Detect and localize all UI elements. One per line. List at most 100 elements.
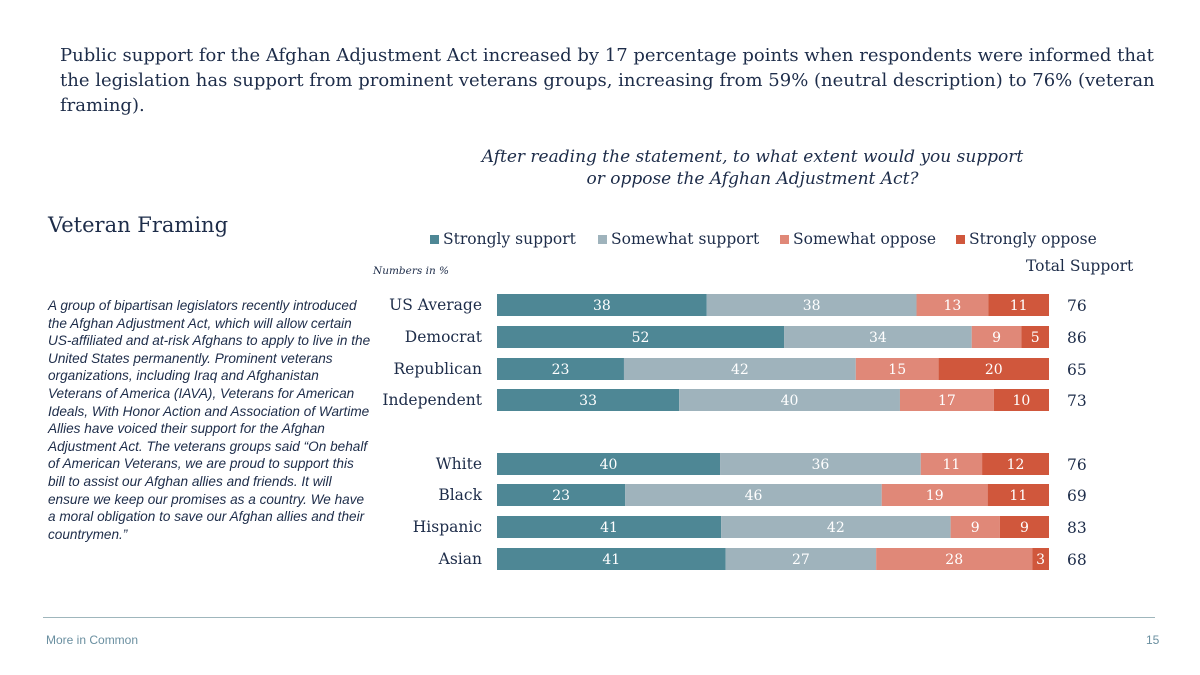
legend-label-strongly-support: Strongly support: [443, 230, 576, 248]
bar-white-strongly-oppose: [982, 453, 1049, 475]
bar-label-democrat-somewhat-oppose: 9: [992, 330, 1001, 346]
bar-hispanic-somewhat-oppose: [950, 516, 1000, 538]
bar-white-strongly-support: [497, 453, 721, 475]
bar-democrat-strongly-support: [497, 326, 785, 348]
bar-us-average-strongly-support: [497, 294, 707, 316]
numbers-note: Numbers in %: [373, 265, 450, 277]
footer-divider: [43, 617, 1155, 618]
legend-swatch-somewhat-support: [598, 234, 607, 244]
bar-white-somewhat-support: [720, 453, 921, 475]
bar-label-hispanic-somewhat-support: 42: [827, 520, 845, 536]
bar-label-black-strongly-support: 23: [552, 488, 570, 504]
category-label-democrat: Democrat: [405, 328, 483, 346]
total-support-white: 76: [1067, 456, 1087, 474]
chart-title: After reading the statement, to what ext…: [481, 147, 1024, 189]
total-support-independent: 73: [1067, 392, 1087, 410]
legend-item-strongly-support: Strongly support: [430, 229, 598, 249]
category-label-independent: Independent: [382, 391, 482, 409]
total-support-democrat: 86: [1067, 329, 1087, 347]
bar-label-us-average-strongly-oppose: 11: [1010, 298, 1028, 314]
category-label-us-average: US Average: [389, 296, 482, 314]
total-support-heading: Total Support: [1026, 257, 1134, 275]
bar-republican-somewhat-support: [623, 358, 856, 380]
bar-label-democrat-strongly-oppose: 5: [1031, 330, 1040, 346]
bar-label-asian-strongly-oppose: 3: [1036, 552, 1045, 568]
category-label-white: White: [436, 455, 482, 473]
bar-label-us-average-somewhat-oppose: 13: [943, 298, 961, 314]
bar-label-independent-somewhat-support: 40: [781, 393, 799, 409]
legend-swatch-somewhat-oppose: [780, 234, 789, 244]
bar-republican-strongly-support: [497, 358, 624, 380]
bar-label-white-strongly-support: 40: [600, 457, 618, 473]
bar-black-strongly-oppose: [987, 484, 1049, 506]
bar-us-average-somewhat-oppose: [916, 294, 989, 316]
bar-label-hispanic-somewhat-oppose: 9: [971, 520, 980, 536]
total-support-hispanic: 83: [1067, 519, 1087, 537]
category-label-hispanic: Hispanic: [413, 518, 482, 536]
bar-independent-somewhat-support: [679, 389, 900, 411]
bar-label-independent-somewhat-oppose: 17: [938, 393, 956, 409]
bar-democrat-somewhat-oppose: [971, 326, 1022, 348]
bar-republican-strongly-oppose: [938, 358, 1049, 380]
bar-independent-strongly-oppose: [993, 389, 1049, 411]
bar-label-asian-strongly-support: 41: [602, 552, 620, 568]
bar-us-average-strongly-oppose: [988, 294, 1049, 316]
bar-white-somewhat-oppose: [920, 453, 983, 475]
description-text: A group of bipartisan legislators recent…: [48, 298, 371, 542]
category-label-black: Black: [438, 486, 482, 504]
legend-swatch-strongly-support: [430, 234, 439, 244]
total-support-republican: 65: [1067, 361, 1087, 379]
bar-black-strongly-support: [497, 484, 626, 506]
bar-label-independent-strongly-oppose: 10: [1012, 393, 1030, 409]
bar-label-us-average-strongly-support: 38: [593, 298, 611, 314]
bar-label-white-somewhat-support: 36: [811, 457, 829, 473]
bar-democrat-strongly-oppose: [1021, 326, 1049, 348]
bar-asian-strongly-support: [497, 548, 726, 570]
total-support-us-average: 76: [1067, 297, 1087, 315]
bar-label-white-somewhat-oppose: 11: [943, 457, 961, 473]
bar-label-independent-strongly-support: 33: [579, 393, 597, 409]
bar-label-us-average-somewhat-support: 38: [803, 298, 821, 314]
chart-legend: Strongly support Somewhat support Somewh…: [430, 229, 1097, 249]
bar-label-hispanic-strongly-oppose: 9: [1020, 520, 1029, 536]
bar-label-black-somewhat-support: 46: [745, 488, 763, 504]
bar-label-white-strongly-oppose: 12: [1007, 457, 1025, 473]
bar-asian-somewhat-support: [725, 548, 877, 570]
category-label-asian: Asian: [438, 550, 482, 568]
headline: Public support for the Afghan Adjustment…: [60, 45, 1155, 116]
legend-swatch-strongly-oppose: [956, 234, 965, 244]
bar-black-somewhat-oppose: [881, 484, 988, 506]
bar-label-republican-somewhat-support: 42: [731, 362, 749, 378]
bar-label-democrat-somewhat-support: 34: [869, 330, 887, 346]
footer-page-number: 15: [1146, 633, 1160, 647]
bar-asian-strongly-oppose: [1032, 548, 1049, 570]
bar-us-average-somewhat-support: [706, 294, 917, 316]
legend-item-somewhat-support: Somewhat support: [598, 229, 780, 249]
legend-label-strongly-oppose: Strongly oppose: [969, 230, 1097, 248]
total-support-asian: 68: [1067, 551, 1087, 569]
bar-label-asian-somewhat-support: 27: [792, 552, 810, 568]
bar-asian-somewhat-oppose: [876, 548, 1033, 570]
bar-label-hispanic-strongly-support: 41: [600, 520, 618, 536]
bar-label-democrat-strongly-support: 52: [632, 330, 650, 346]
category-label-republican: Republican: [394, 360, 483, 378]
bar-hispanic-somewhat-support: [721, 516, 951, 538]
bar-label-republican-strongly-support: 23: [552, 362, 570, 378]
legend-item-strongly-oppose: Strongly oppose: [956, 229, 1097, 249]
section-title: Veteran Framing: [48, 213, 229, 237]
bar-hispanic-strongly-oppose: [999, 516, 1049, 538]
bar-independent-somewhat-oppose: [899, 389, 994, 411]
legend-label-somewhat-oppose: Somewhat oppose: [793, 230, 937, 248]
bar-label-black-somewhat-oppose: 19: [926, 488, 944, 504]
bar-democrat-somewhat-support: [784, 326, 972, 348]
bar-label-republican-somewhat-oppose: 15: [888, 362, 906, 378]
bar-independent-strongly-support: [497, 389, 680, 411]
bar-label-black-strongly-oppose: 11: [1009, 488, 1027, 504]
bar-black-somewhat-support: [625, 484, 882, 506]
footer-brand: More in Common: [46, 633, 139, 647]
bar-republican-somewhat-oppose: [855, 358, 939, 380]
total-support-black: 69: [1067, 487, 1087, 505]
bar-hispanic-strongly-support: [497, 516, 722, 538]
bar-label-republican-strongly-oppose: 20: [985, 362, 1003, 378]
